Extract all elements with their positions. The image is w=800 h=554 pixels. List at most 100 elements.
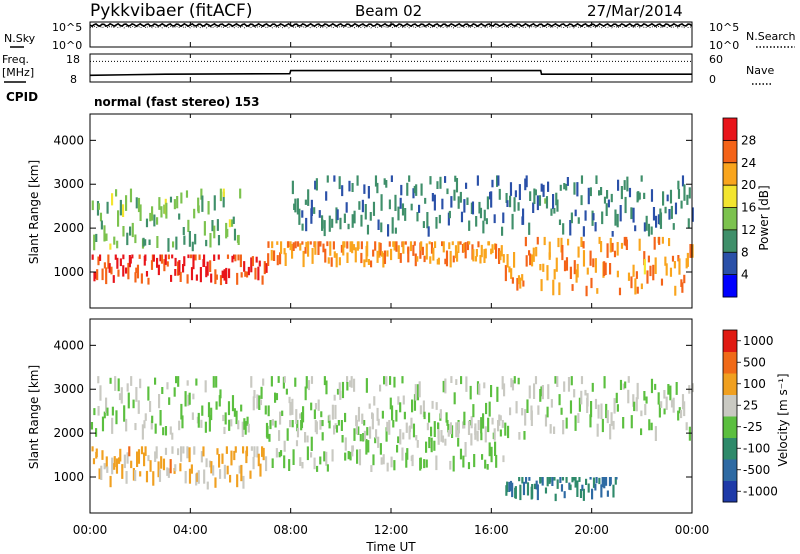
heatmap-cell: [116, 240, 119, 249]
heatmap-cell: [457, 196, 460, 209]
heatmap-cell: [296, 427, 300, 438]
noise-right-label: N.Search: [746, 30, 796, 43]
heatmap-cell: [594, 483, 597, 491]
heatmap-cell: [491, 244, 494, 253]
heatmap-cell: [632, 207, 635, 223]
heatmap-cell: [101, 450, 104, 460]
heatmap-cell: [202, 446, 205, 457]
heatmap-cell: [508, 266, 511, 273]
heatmap-cell: [449, 422, 452, 435]
heatmap-cell: [234, 446, 237, 453]
heatmap-cell: [553, 208, 556, 214]
y-tick-label: 1000: [53, 470, 84, 484]
heatmap-cell: [299, 243, 302, 251]
heatmap-cell: [545, 196, 549, 209]
heatmap-cell: [573, 182, 576, 195]
heatmap-cell: [442, 380, 445, 393]
heatmap-cell: [240, 464, 243, 482]
heatmap-cell: [573, 260, 576, 275]
heatmap-cell: [123, 405, 126, 422]
heatmap-cell: [478, 201, 481, 214]
heatmap-cell: [101, 416, 105, 432]
heatmap-cell: [548, 241, 551, 258]
heatmap-cell: [280, 450, 283, 457]
heatmap-cell: [672, 397, 675, 413]
heatmap-cell: [353, 428, 356, 441]
heatmap-cell: [482, 220, 485, 234]
heatmap-cell: [340, 420, 343, 431]
heatmap-cell: [519, 277, 522, 289]
heatmap-cell: [652, 264, 655, 281]
heatmap-cell: [544, 198, 547, 204]
heatmap-cell: [307, 380, 311, 391]
heatmap-cell: [372, 249, 375, 257]
heatmap-cell: [555, 257, 558, 272]
heatmap-cell: [233, 228, 237, 241]
heatmap-cell: [425, 441, 428, 453]
heatmap-cell: [167, 468, 170, 478]
heatmap-cell: [245, 450, 248, 464]
freq-tick-top: 18: [66, 53, 80, 66]
heatmap-cell: [317, 399, 320, 411]
heatmap-cell: [474, 256, 478, 262]
heatmap-cell: [413, 241, 416, 246]
heatmap-cell: [511, 213, 514, 230]
heatmap-cell: [373, 396, 376, 406]
heatmap-cell: [126, 383, 129, 392]
heatmap-cell: [321, 420, 324, 427]
heatmap-cell: [585, 478, 588, 485]
heatmap-cell: [425, 459, 428, 468]
heatmap-cell: [517, 275, 521, 285]
heatmap-cell: [174, 257, 177, 267]
heatmap-cell: [95, 428, 98, 437]
heatmap-cell: [176, 196, 179, 209]
heatmap-cell: [135, 267, 138, 273]
heatmap-cell: [532, 247, 535, 262]
heatmap-cell: [291, 420, 294, 428]
heatmap-cell: [528, 250, 531, 256]
heatmap-cell: [531, 484, 534, 499]
heatmap-cell: [310, 208, 313, 224]
heatmap-cell: [511, 482, 514, 498]
heatmap-cell: [415, 435, 418, 441]
heatmap-cell: [669, 189, 673, 204]
heatmap-cell: [535, 246, 538, 257]
heatmap-cell: [496, 386, 499, 402]
heatmap-cell: [366, 241, 369, 257]
heatmap-cell: [154, 377, 157, 385]
heatmap-cell: [341, 435, 344, 443]
heatmap-cell: [333, 425, 336, 435]
heatmap-cell: [240, 272, 243, 278]
heatmap-cell: [221, 453, 224, 464]
heatmap-cell: [463, 199, 466, 213]
heatmap-cell: [645, 396, 648, 404]
heatmap-cell: [369, 426, 372, 439]
heatmap-cell: [493, 428, 496, 441]
heatmap-cell: [213, 225, 216, 239]
heatmap-cell: [582, 488, 585, 501]
heatmap-cell: [439, 409, 442, 419]
heatmap-cell: [553, 269, 556, 280]
heatmap-cell: [541, 385, 544, 400]
heatmap-cell: [283, 248, 286, 255]
heatmap-cell: [334, 423, 337, 429]
heatmap-cell: [677, 410, 680, 421]
heatmap-cell: [215, 274, 218, 280]
heatmap-cell: [502, 254, 505, 263]
heatmap-cell: [578, 397, 581, 412]
heatmap-cell: [237, 234, 240, 245]
heatmap-cell: [451, 425, 454, 438]
heatmap-cell: [372, 454, 375, 466]
heatmap-cell: [674, 285, 677, 296]
heatmap-cell: [174, 464, 177, 472]
heatmap-cell: [315, 178, 318, 191]
heatmap-cell: [241, 421, 244, 437]
colorbar-segment: [723, 207, 737, 231]
heatmap-cell: [606, 490, 609, 497]
heatmap-cell: [576, 182, 579, 197]
heatmap-cell: [376, 407, 379, 421]
heatmap-cell: [643, 251, 646, 266]
heatmap-cell: [173, 199, 176, 210]
heatmap-cell: [423, 411, 426, 420]
heatmap-cell: [193, 446, 196, 455]
